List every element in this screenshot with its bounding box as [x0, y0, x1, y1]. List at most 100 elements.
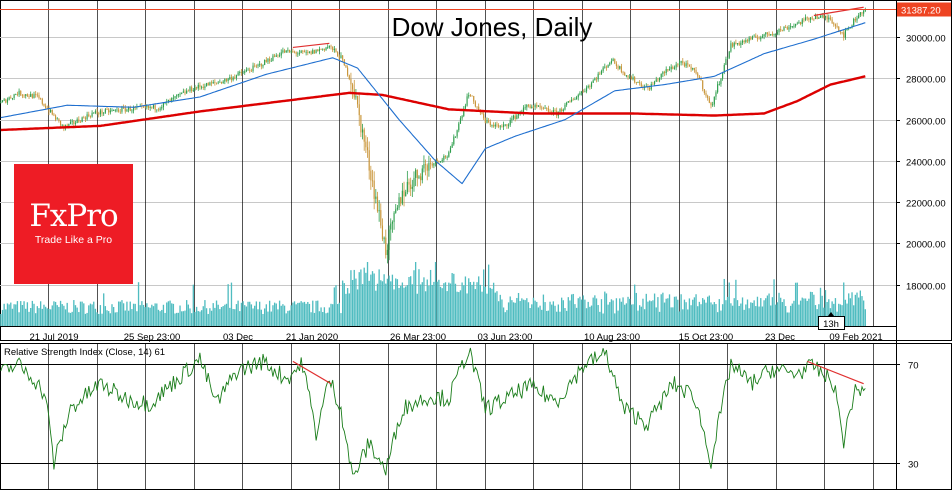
candle-down — [41, 98, 43, 104]
volume-bar — [735, 279, 737, 326]
volume-bar — [285, 313, 287, 326]
volume-bar — [731, 305, 734, 326]
volume-bar — [405, 286, 407, 326]
last-price-label: 31387.20 — [901, 6, 941, 17]
price-tick-label: 24000.00 — [906, 158, 946, 169]
candle-up — [149, 106, 151, 108]
volume-bar — [16, 301, 19, 326]
volume-bar — [298, 302, 301, 326]
candle-up — [585, 87, 588, 92]
volume-bar — [441, 288, 443, 326]
volume-bar — [194, 311, 196, 326]
volume-bar — [624, 304, 626, 326]
candle-up — [552, 110, 554, 114]
volume-bar — [76, 307, 78, 326]
candle-up — [773, 34, 775, 35]
candle-down — [542, 107, 544, 109]
candle-down — [672, 66, 674, 69]
volume-bar — [582, 295, 584, 326]
volume-bar — [171, 303, 173, 326]
time-tick-label: 26 Mar 23:00 — [390, 332, 446, 343]
candle-up — [574, 99, 576, 101]
volume-bar — [142, 304, 145, 326]
volume-bar — [507, 302, 510, 326]
volume-bar — [481, 291, 483, 326]
main-panel-frame — [0, 0, 952, 341]
volume-bar — [642, 298, 644, 326]
volume-bar — [184, 310, 186, 326]
volume-bar — [476, 282, 478, 326]
volume-bar — [804, 298, 807, 326]
volume-bar — [667, 298, 669, 326]
candle-down — [370, 170, 372, 181]
candle-up — [126, 109, 128, 112]
volume-bar — [353, 269, 355, 326]
volume-bar — [418, 269, 420, 326]
volume-bar — [116, 312, 118, 326]
volume-bar — [577, 298, 579, 326]
volume-bar — [527, 302, 530, 326]
volume-bar — [579, 296, 581, 326]
candle-down — [649, 88, 651, 90]
volume-bar — [547, 310, 550, 326]
candle-up — [680, 60, 682, 63]
volume-bar — [68, 312, 70, 326]
candle-up — [790, 26, 792, 28]
candle-down — [5, 99, 7, 103]
volume-bar — [494, 292, 496, 326]
volume-bar — [240, 302, 243, 326]
volume-bar — [707, 296, 709, 326]
volume-bar — [91, 304, 93, 326]
candle-up — [267, 58, 269, 62]
candle-down — [303, 51, 306, 53]
volume-bar — [745, 304, 747, 326]
candle-up — [736, 42, 739, 44]
volume-bar — [526, 298, 528, 326]
volume-bar — [551, 304, 553, 326]
volume-bar — [30, 308, 32, 326]
candle-up — [597, 73, 599, 80]
volume-bar — [844, 299, 847, 326]
candle-down — [471, 95, 473, 97]
candle-up — [232, 77, 234, 81]
volume-bar — [570, 294, 573, 326]
candle-up — [262, 65, 264, 67]
volume-bar — [816, 309, 818, 326]
volume-bar — [463, 285, 465, 326]
candle-down — [527, 105, 530, 106]
candle-down — [400, 197, 402, 204]
volume-bar — [703, 299, 706, 326]
candle-up — [632, 77, 634, 80]
volume-bar — [381, 281, 384, 326]
candle-down — [416, 169, 418, 179]
candle-down — [473, 95, 475, 102]
volume-bar — [848, 293, 850, 326]
volume-bar — [388, 275, 390, 326]
candle-up — [172, 97, 174, 99]
candle-down — [249, 69, 251, 71]
candle-down — [371, 180, 374, 182]
volume-bar — [720, 310, 722, 326]
volume-bar — [81, 301, 83, 326]
volume-bar — [117, 301, 120, 326]
candle-down — [569, 101, 571, 102]
candle-down — [474, 101, 476, 107]
volume-bar — [323, 307, 326, 326]
candle-down — [834, 24, 837, 26]
volume-bar — [177, 312, 180, 326]
volume-bar — [162, 304, 165, 326]
candle-up — [713, 96, 715, 105]
volume-bar — [572, 293, 574, 326]
candle-down — [240, 72, 243, 74]
candle-up — [562, 109, 564, 111]
candle-up — [509, 120, 511, 125]
volume-bar — [174, 313, 176, 326]
candle-down — [123, 107, 125, 109]
volume-bar — [678, 311, 681, 326]
volume-bar — [416, 293, 418, 326]
candle-up — [580, 91, 583, 93]
candle-down — [365, 141, 367, 148]
candle-up — [433, 163, 435, 166]
candle-up — [504, 124, 506, 126]
candle-up — [844, 30, 846, 38]
